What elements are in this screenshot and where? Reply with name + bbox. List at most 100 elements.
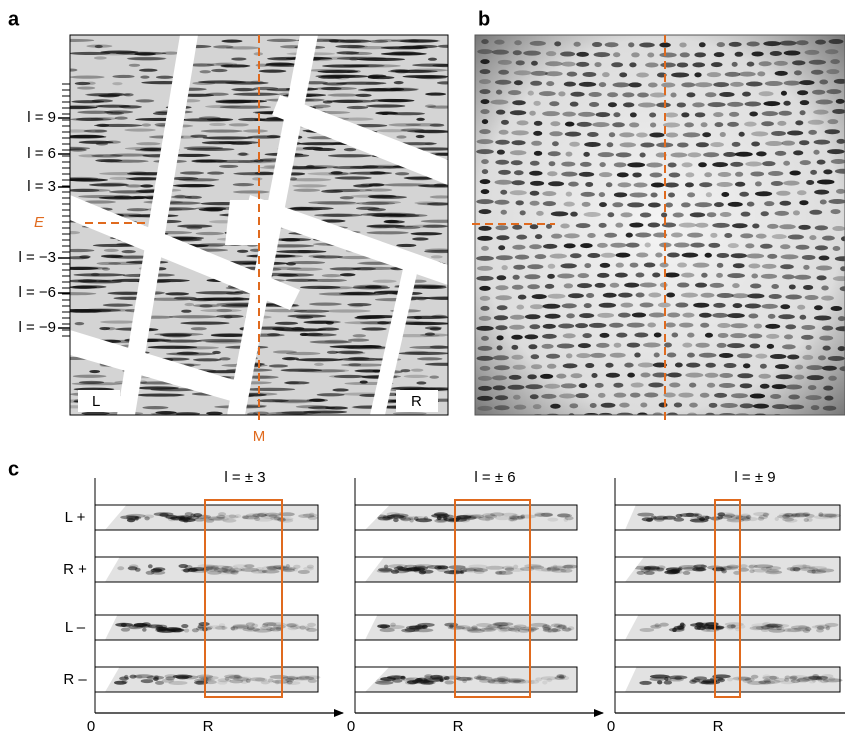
spot	[578, 273, 590, 278]
spot	[746, 82, 763, 87]
streak	[113, 195, 132, 198]
streak	[444, 680, 454, 684]
streak	[231, 88, 256, 91]
spot	[740, 403, 754, 408]
spot	[479, 209, 492, 214]
spot	[757, 71, 765, 76]
streak	[462, 627, 478, 631]
spot	[771, 181, 783, 186]
spot	[677, 62, 688, 67]
spot	[805, 50, 820, 55]
streak	[208, 625, 225, 629]
spot	[583, 413, 599, 418]
spot	[836, 189, 845, 194]
spot	[834, 416, 845, 421]
spot	[745, 243, 754, 248]
spot	[775, 211, 789, 216]
spot	[784, 81, 801, 86]
spot	[527, 374, 537, 379]
streak	[199, 70, 210, 73]
streak	[142, 406, 168, 409]
spot	[599, 82, 606, 87]
streak	[327, 93, 359, 96]
streak	[428, 58, 437, 61]
spot	[495, 415, 508, 420]
spot	[481, 246, 489, 251]
spot	[586, 293, 594, 298]
streak	[106, 112, 124, 115]
spot	[731, 393, 748, 398]
spot	[819, 336, 833, 341]
streak	[395, 70, 408, 73]
spot	[479, 286, 491, 291]
spot	[728, 202, 743, 207]
streak	[78, 154, 103, 157]
spot	[523, 51, 541, 56]
streak	[408, 39, 418, 42]
streak	[462, 679, 467, 683]
spot	[674, 403, 682, 408]
spot	[640, 152, 646, 157]
spot	[729, 112, 739, 117]
spot	[549, 101, 559, 106]
spot	[617, 172, 629, 177]
streak	[269, 514, 278, 518]
streak	[336, 351, 364, 354]
spot	[576, 52, 589, 57]
spot	[704, 172, 712, 177]
spot	[828, 356, 845, 361]
spot	[686, 363, 700, 368]
spot	[619, 403, 629, 408]
spot	[705, 373, 719, 378]
streak	[192, 628, 199, 632]
streak	[255, 172, 275, 175]
spot	[659, 42, 671, 47]
spot	[597, 313, 614, 318]
streak	[230, 297, 244, 300]
spot	[800, 160, 811, 165]
spot	[562, 303, 577, 308]
panel-label: b	[478, 8, 490, 30]
spot	[737, 373, 753, 378]
spot	[490, 100, 508, 105]
spot	[610, 243, 626, 248]
spot	[767, 254, 777, 259]
streak	[67, 267, 108, 270]
spot	[599, 202, 607, 207]
streak	[642, 517, 654, 521]
streak	[378, 517, 391, 521]
spot	[810, 170, 817, 175]
spot	[514, 405, 526, 410]
axis-origin: 0	[347, 718, 355, 731]
spot	[668, 192, 675, 197]
spot	[713, 112, 723, 117]
streak	[736, 564, 749, 568]
spot	[654, 333, 662, 338]
spot	[776, 191, 790, 196]
spot	[636, 132, 648, 137]
spot	[644, 263, 656, 268]
spot	[501, 120, 509, 125]
spot	[792, 60, 805, 65]
spot	[727, 102, 743, 107]
spot	[696, 223, 709, 228]
streak	[412, 64, 455, 67]
streak	[396, 244, 416, 247]
spot	[640, 403, 647, 408]
streak	[400, 517, 411, 521]
spot	[615, 273, 628, 278]
streak	[102, 267, 110, 270]
spot	[501, 210, 507, 215]
streak	[155, 628, 166, 632]
spot	[733, 303, 743, 308]
spot	[825, 129, 840, 134]
streak	[824, 514, 840, 518]
streak	[429, 376, 439, 379]
spot	[480, 306, 489, 311]
streak	[798, 565, 815, 569]
spot	[745, 102, 762, 107]
streak	[430, 676, 444, 680]
streak	[514, 629, 520, 633]
spot	[476, 199, 493, 204]
streak	[310, 320, 340, 323]
